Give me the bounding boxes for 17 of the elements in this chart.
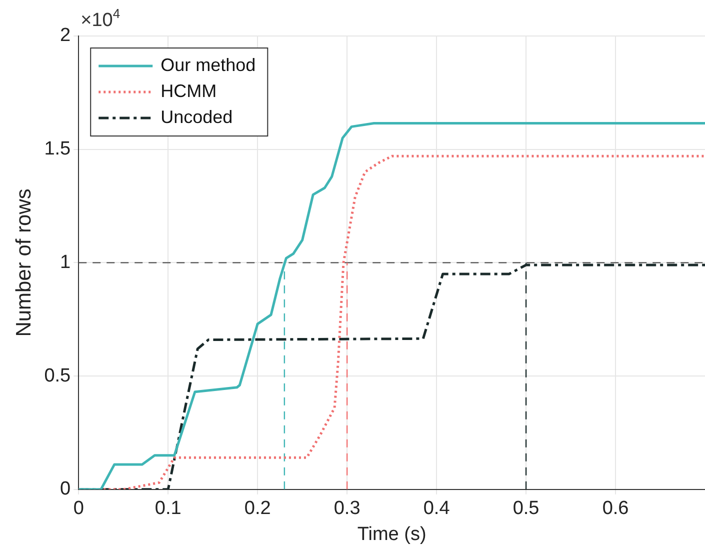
y-tick-label: 2 [60,25,71,46]
y-tick-label: 0 [60,478,71,500]
legend-label: Our method [160,54,256,75]
legend-label: Uncoded [160,106,233,127]
x-tick-label: 0.5 [512,498,540,520]
x-tick-label: 0 [73,498,84,520]
x-tick-label: 0.3 [334,498,360,520]
x-tick-label: 0.2 [244,498,271,520]
y-tick-label: 1.5 [44,138,71,160]
x-tick-label: 0.4 [423,498,450,520]
x-tick-label: 0.6 [602,498,629,520]
y-tick-label: 0.5 [44,365,71,386]
x-axis-title: Time (s) [357,524,426,545]
y-axis-title: Number of rows [12,188,36,337]
legend-label: HCMM [160,80,217,101]
x-tick-label: 0.1 [154,498,182,520]
y-tick-label: 1 [60,252,71,273]
